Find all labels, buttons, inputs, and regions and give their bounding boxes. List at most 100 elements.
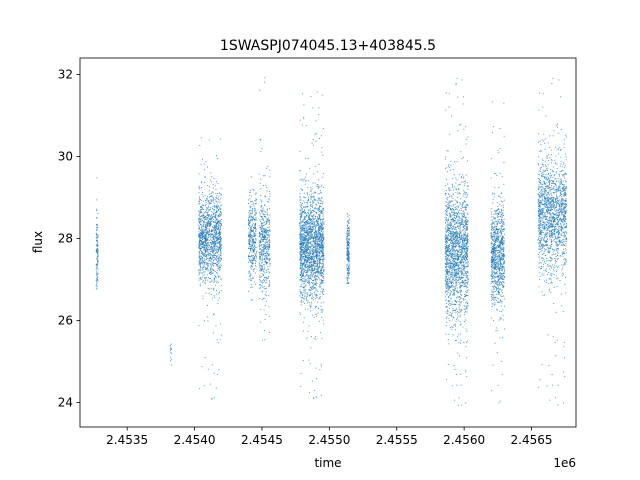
data-point xyxy=(445,266,447,268)
data-point xyxy=(313,253,315,255)
data-point xyxy=(446,212,448,214)
data-point xyxy=(464,217,466,219)
data-point xyxy=(320,224,322,226)
data-point xyxy=(302,268,304,270)
data-point xyxy=(303,178,305,180)
data-point xyxy=(313,201,315,203)
data-point xyxy=(266,249,268,251)
data-point xyxy=(200,247,202,249)
data-point xyxy=(300,243,302,245)
data-point xyxy=(97,236,99,238)
data-point xyxy=(218,220,220,222)
data-point xyxy=(199,243,201,245)
data-point xyxy=(305,240,307,242)
data-point xyxy=(250,226,252,228)
data-point xyxy=(218,192,220,194)
data-point xyxy=(216,221,218,223)
data-point xyxy=(215,200,217,202)
data-point xyxy=(452,260,454,262)
data-point xyxy=(299,274,301,276)
data-point xyxy=(207,320,209,322)
data-point xyxy=(319,251,321,253)
data-point xyxy=(204,182,206,184)
data-point xyxy=(209,272,211,274)
data-point xyxy=(322,275,324,277)
data-point xyxy=(263,236,265,238)
data-point xyxy=(318,298,320,300)
data-point xyxy=(199,247,201,249)
data-point xyxy=(458,192,460,194)
data-point xyxy=(309,228,311,230)
data-point xyxy=(259,254,261,256)
data-point xyxy=(268,239,270,241)
data-point xyxy=(314,274,316,276)
data-point xyxy=(460,250,462,252)
data-point xyxy=(322,252,324,254)
data-point xyxy=(300,226,302,228)
data-point xyxy=(259,219,261,221)
data-point xyxy=(212,197,214,199)
data-point xyxy=(205,278,207,280)
data-point xyxy=(211,397,213,399)
data-point xyxy=(311,222,313,224)
data-point xyxy=(309,219,311,221)
data-point xyxy=(215,226,217,228)
data-point xyxy=(457,313,459,315)
data-point xyxy=(349,260,351,262)
data-point xyxy=(201,182,203,184)
data-point xyxy=(317,244,319,246)
data-point xyxy=(445,311,447,313)
data-point xyxy=(307,180,309,182)
data-point xyxy=(248,241,250,243)
data-point xyxy=(316,268,318,270)
data-point xyxy=(253,210,255,212)
data-point xyxy=(218,216,220,218)
data-point xyxy=(199,249,201,251)
data-point xyxy=(263,266,265,268)
data-point xyxy=(301,215,303,217)
data-point xyxy=(254,223,256,225)
data-point xyxy=(454,340,456,342)
data-point xyxy=(206,166,208,168)
data-point xyxy=(205,255,207,257)
data-point xyxy=(306,261,308,263)
data-point xyxy=(210,246,212,248)
data-point xyxy=(206,238,208,240)
data-point xyxy=(455,222,457,224)
data-point xyxy=(202,252,204,254)
data-point xyxy=(218,221,220,223)
data-point xyxy=(265,282,267,284)
data-point xyxy=(218,225,220,227)
data-point xyxy=(263,258,265,260)
data-point xyxy=(305,274,307,276)
data-point xyxy=(309,241,311,243)
data-point xyxy=(299,237,301,239)
data-point xyxy=(320,239,322,241)
data-point xyxy=(318,224,320,226)
data-point xyxy=(307,223,309,225)
data-point xyxy=(305,206,307,208)
data-point xyxy=(321,224,323,226)
data-point xyxy=(462,201,464,203)
data-point xyxy=(322,228,324,230)
data-point xyxy=(219,222,221,224)
data-point xyxy=(203,247,205,249)
data-point xyxy=(205,242,207,244)
data-point xyxy=(255,252,257,254)
data-point xyxy=(209,278,211,280)
data-point xyxy=(313,265,315,267)
data-point xyxy=(249,198,251,200)
data-point xyxy=(263,246,264,248)
data-point xyxy=(456,77,458,79)
data-point xyxy=(249,216,251,218)
data-point xyxy=(265,196,267,198)
data-point xyxy=(309,284,311,286)
data-point xyxy=(450,160,452,162)
data-point xyxy=(96,229,98,231)
data-point xyxy=(346,244,348,246)
data-point xyxy=(444,280,446,282)
data-point xyxy=(262,251,264,253)
data-point xyxy=(266,246,268,248)
data-point xyxy=(302,244,304,246)
data-point xyxy=(454,261,456,263)
